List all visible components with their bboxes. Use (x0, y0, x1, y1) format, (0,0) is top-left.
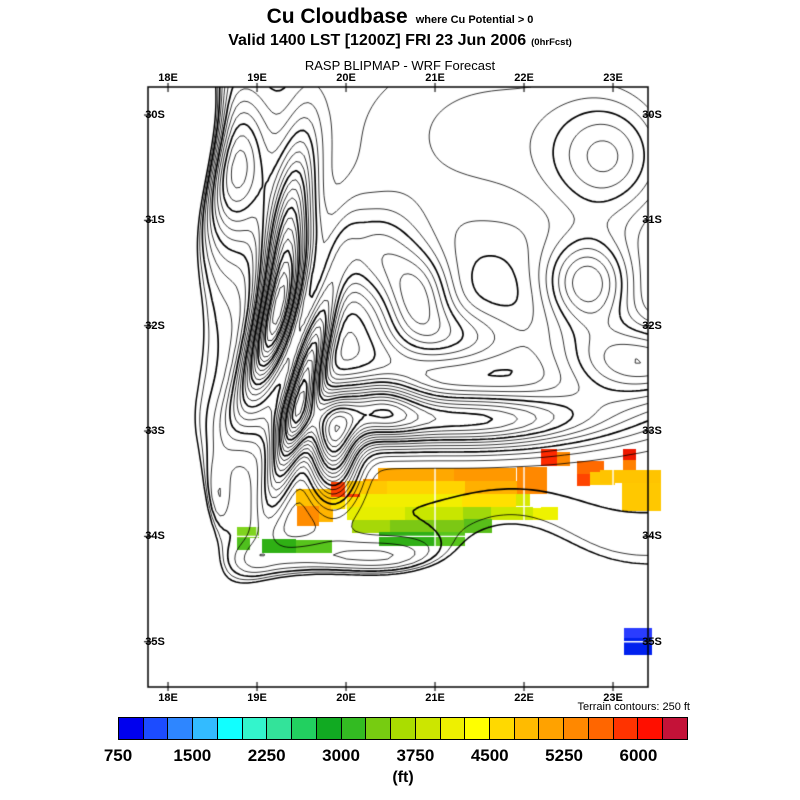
colorbar-cell (168, 718, 194, 739)
colorbar-cell (119, 718, 144, 739)
colorbar-label-750: 750 (103, 746, 133, 765)
model-source-line: RASP BLIPMAP - WRF Forecast (304, 58, 496, 73)
colorbar-cell (638, 718, 664, 739)
colorbar-label-4500: 4500 (470, 746, 509, 765)
terrain-contour-note: Terrain contours: 250 ft (577, 701, 690, 713)
colorbar-cell (267, 718, 293, 739)
colorbar-label-2250: 2250 (247, 746, 286, 765)
colorbar-cell (193, 718, 218, 739)
colorbar-label-6000: 6000 (619, 746, 658, 765)
colorbar-cell (415, 718, 441, 739)
colorbar-label-1500: 1500 (173, 746, 212, 765)
colorbar (118, 717, 688, 740)
colorbar-unit: (ft) (392, 769, 414, 786)
colorbar-cell (366, 718, 392, 739)
colorbar-cell (514, 718, 540, 739)
contour-map-canvas (140, 79, 672, 695)
forecast-hour-suffix: (0hrFcst) (531, 37, 572, 48)
colorbar-cell (564, 718, 589, 739)
colorbar-label-3000: 3000 (322, 746, 360, 765)
colorbar-cell (341, 718, 367, 739)
colorbar-label-5250: 5250 (545, 746, 583, 765)
colorbar-cell (440, 718, 466, 739)
colorbar-cell (391, 718, 416, 739)
chart-title-main: Cu Cloudbase (266, 5, 408, 28)
colorbar-cell (242, 718, 268, 739)
chart-title-qualifier: where Cu Potential > 0 (415, 14, 534, 26)
valid-time-text: Valid 1400 LST [1200Z] FRI 23 Jun 2006 (228, 32, 527, 49)
colorbar-label-3750: 3750 (396, 746, 435, 765)
colorbar-cell (490, 718, 515, 739)
colorbar-cell (465, 718, 491, 739)
colorbar-cell (292, 718, 317, 739)
colorbar-cell (143, 718, 169, 739)
valid-time-line: Valid 1400 LST [1200Z] FRI 23 Jun 2006 (0… (0, 32, 800, 50)
chart-title: Cu Cloudbase where Cu Potential > 0 (0, 5, 800, 29)
colorbar-cell (663, 718, 687, 739)
colorbar-cell (316, 718, 342, 739)
colorbar-cell (613, 718, 639, 739)
colorbar-cell (539, 718, 565, 739)
colorbar-cell (217, 718, 243, 739)
colorbar-cell (588, 718, 614, 739)
